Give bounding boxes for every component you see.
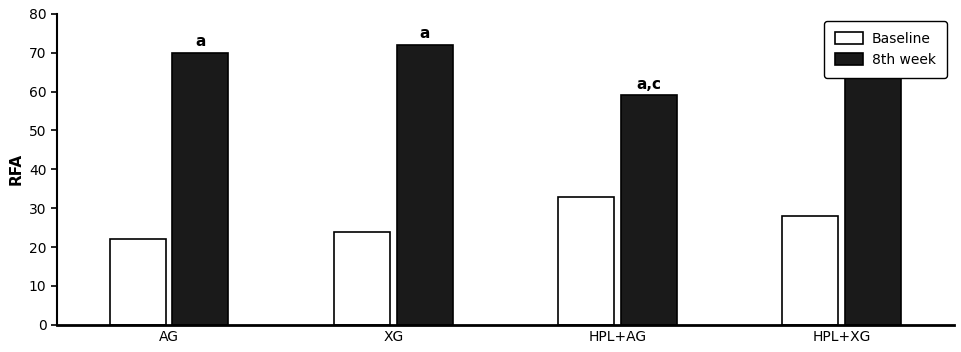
Text: a,b: a,b [858,38,885,53]
Bar [781,216,837,325]
Bar [333,232,389,325]
Bar [396,45,452,325]
Bar [110,239,165,325]
Text: a: a [195,34,206,49]
Bar [844,57,900,325]
Legend: Baseline, 8th week: Baseline, 8th week [824,21,946,78]
Bar [172,53,228,325]
Bar [557,196,613,325]
Bar [620,95,677,325]
Text: a: a [419,26,430,41]
Y-axis label: RFA: RFA [9,153,23,186]
Text: a,c: a,c [635,77,660,92]
